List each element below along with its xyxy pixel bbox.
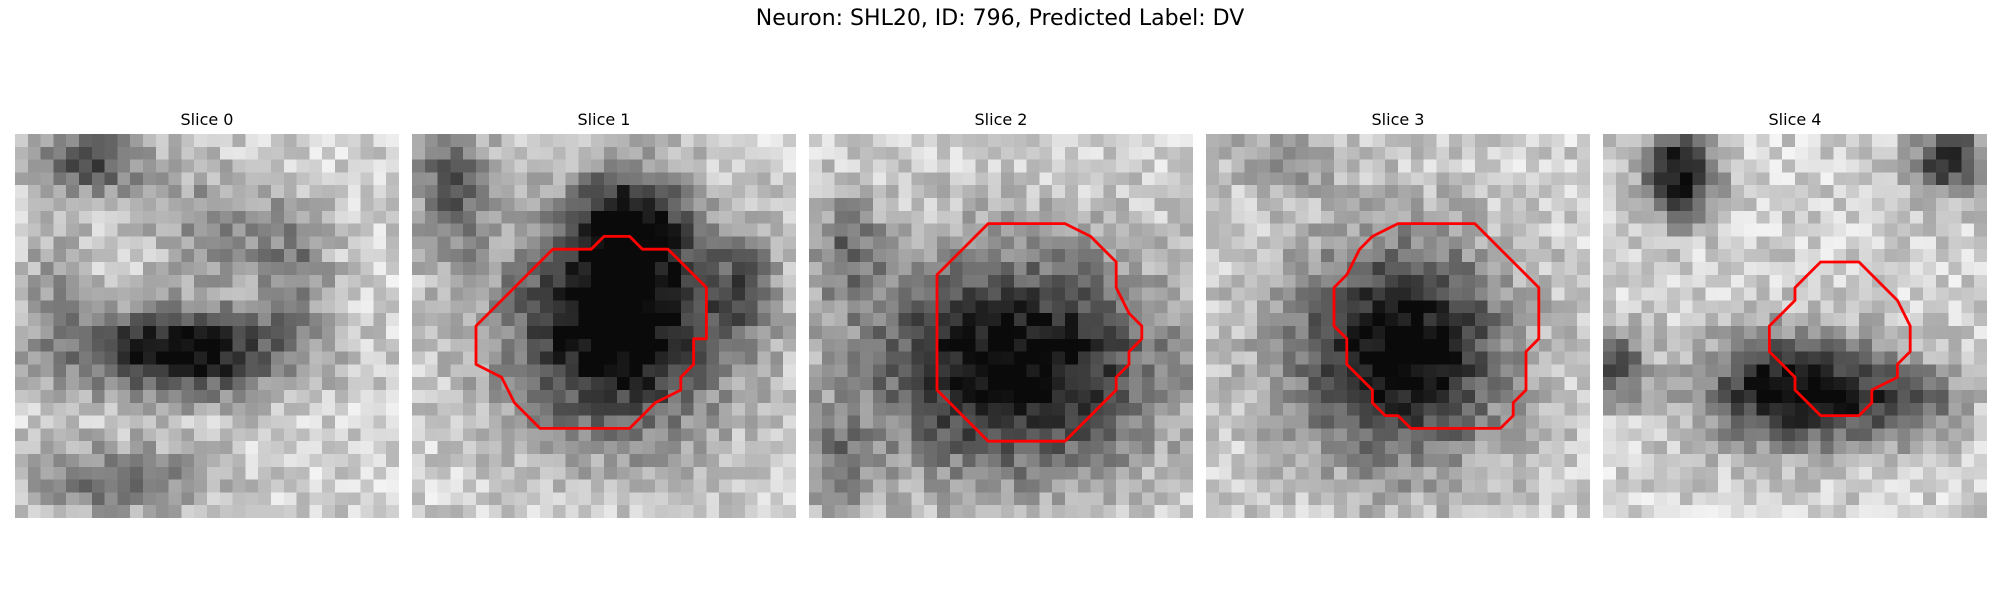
slice-panel-3: Slice 3 [1206, 108, 1590, 518]
slice-title: Slice 2 [809, 108, 1193, 132]
slice-image-3 [1206, 134, 1590, 518]
slice-image-2 [809, 134, 1193, 518]
slice-panel-2: Slice 2 [809, 108, 1193, 518]
slice-image-0 [15, 134, 399, 518]
slice-title: Slice 4 [1603, 108, 1987, 132]
slice-title: Slice 1 [412, 108, 796, 132]
slice-panel-1: Slice 1 [412, 108, 796, 518]
slice-panel-4: Slice 4 [1603, 108, 1987, 518]
figure-title: Neuron: SHL20, ID: 796, Predicted Label:… [0, 6, 2000, 31]
slice-panel-0: Slice 0 [15, 108, 399, 518]
slice-image-1 [412, 134, 796, 518]
slice-title: Slice 0 [15, 108, 399, 132]
slice-image-4 [1603, 134, 1987, 518]
slice-title: Slice 3 [1206, 108, 1590, 132]
